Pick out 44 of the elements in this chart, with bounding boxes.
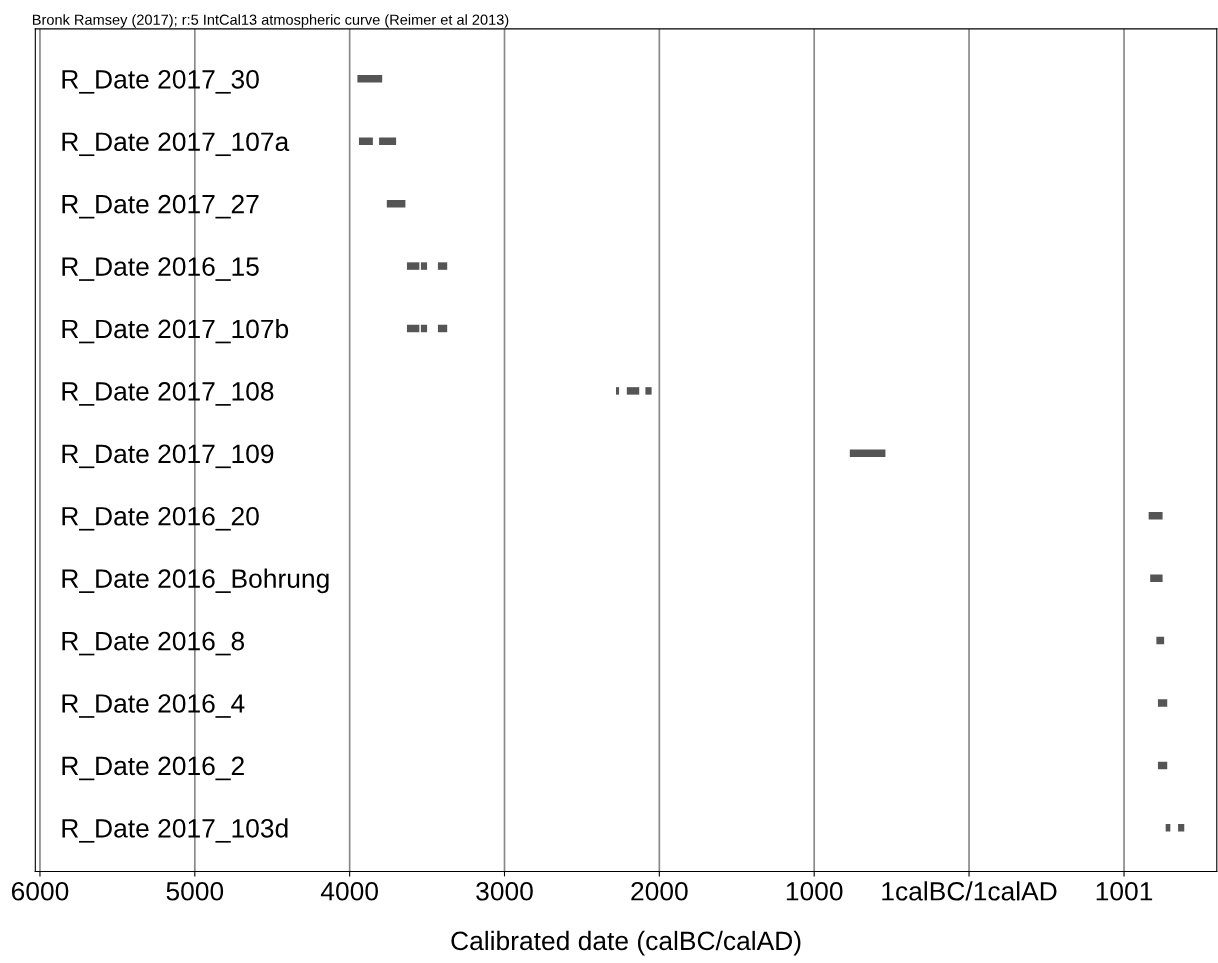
x-axis-title: Calibrated date (calBC/calAD) <box>451 930 801 956</box>
y-tick-label: R_Date 2017_107a <box>62 132 290 157</box>
y-tick-label: R_Date 2017_107b <box>62 318 289 344</box>
bar <box>379 137 397 145</box>
x-tick-label: 1calBC/1calAD <box>882 881 1057 901</box>
bar <box>615 387 620 395</box>
y-tick-label: R_Date 2017_27 <box>62 194 259 219</box>
y-tick-label: R_Date 2016_8 <box>62 631 245 656</box>
x-tick-label: 4000 <box>320 881 378 901</box>
bar <box>406 324 420 333</box>
y-tick-label: R_Date 2016_4 <box>62 694 245 718</box>
y-tick-label: R_Date 2017_30 <box>62 69 259 94</box>
bar <box>420 262 428 270</box>
bar <box>1150 574 1163 582</box>
chart-title: Bronk Ramsey (2017); r:5 IntCal13 atmospheric curve (Reimer et al 2013) <box>32 14 509 28</box>
bar <box>406 262 420 270</box>
bar <box>358 137 373 145</box>
bar <box>1157 699 1168 707</box>
bar <box>645 387 652 395</box>
bar <box>386 199 406 208</box>
x-tick-label: 5000 <box>166 881 224 901</box>
y-tick-label: R_Date 2017_108 <box>62 382 274 406</box>
bar <box>437 262 448 270</box>
y-tick-label: R_Date 2016_20 <box>62 506 259 531</box>
y-tick-label: R_Date 2017_109 <box>62 444 274 469</box>
bar <box>1157 761 1168 770</box>
x-tick-label: 6000 <box>11 881 69 901</box>
y-tick-label: R_Date 2017_103d <box>62 818 288 843</box>
bar <box>626 387 640 395</box>
bar <box>437 324 448 333</box>
y-tick-label: R_Date 2016_15 <box>62 257 259 281</box>
bar <box>1165 824 1171 832</box>
bar <box>1178 824 1185 832</box>
bar <box>1156 636 1165 645</box>
y-tick-label: R_Date 2016_2 <box>62 756 244 781</box>
bar <box>849 449 886 458</box>
y-tick-label: R_Date 2016_Bohrung <box>62 568 329 594</box>
bar <box>1148 512 1163 520</box>
bar <box>357 75 383 83</box>
bar <box>420 324 428 333</box>
x-tick-label: 1000 <box>786 881 843 901</box>
x-tick-label: 3000 <box>476 881 533 901</box>
x-tick-label: 1001 <box>1096 881 1153 901</box>
x-tick-label: 2000 <box>631 881 688 901</box>
